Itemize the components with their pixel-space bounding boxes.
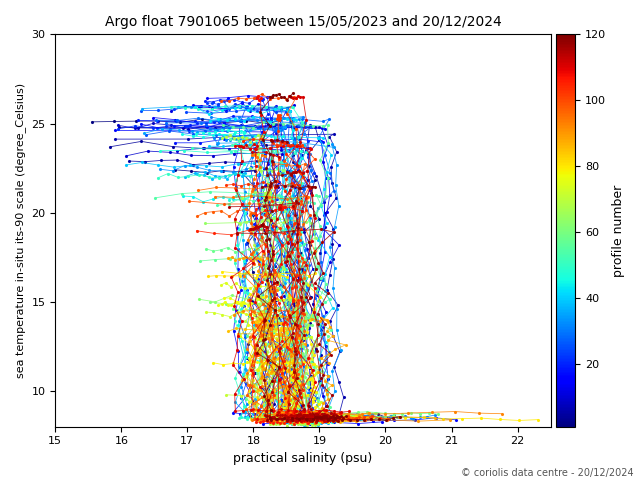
Y-axis label: sea temperature in-situ its-90 scale (degree_Celsius): sea temperature in-situ its-90 scale (de…: [15, 83, 26, 378]
Title: Argo float 7901065 between 15/05/2023 and 20/12/2024: Argo float 7901065 between 15/05/2023 an…: [104, 15, 501, 29]
Text: © coriolis data centre - 20/12/2024: © coriolis data centre - 20/12/2024: [461, 468, 634, 478]
Y-axis label: profile number: profile number: [612, 184, 625, 276]
X-axis label: practical salinity (psu): practical salinity (psu): [234, 452, 372, 465]
